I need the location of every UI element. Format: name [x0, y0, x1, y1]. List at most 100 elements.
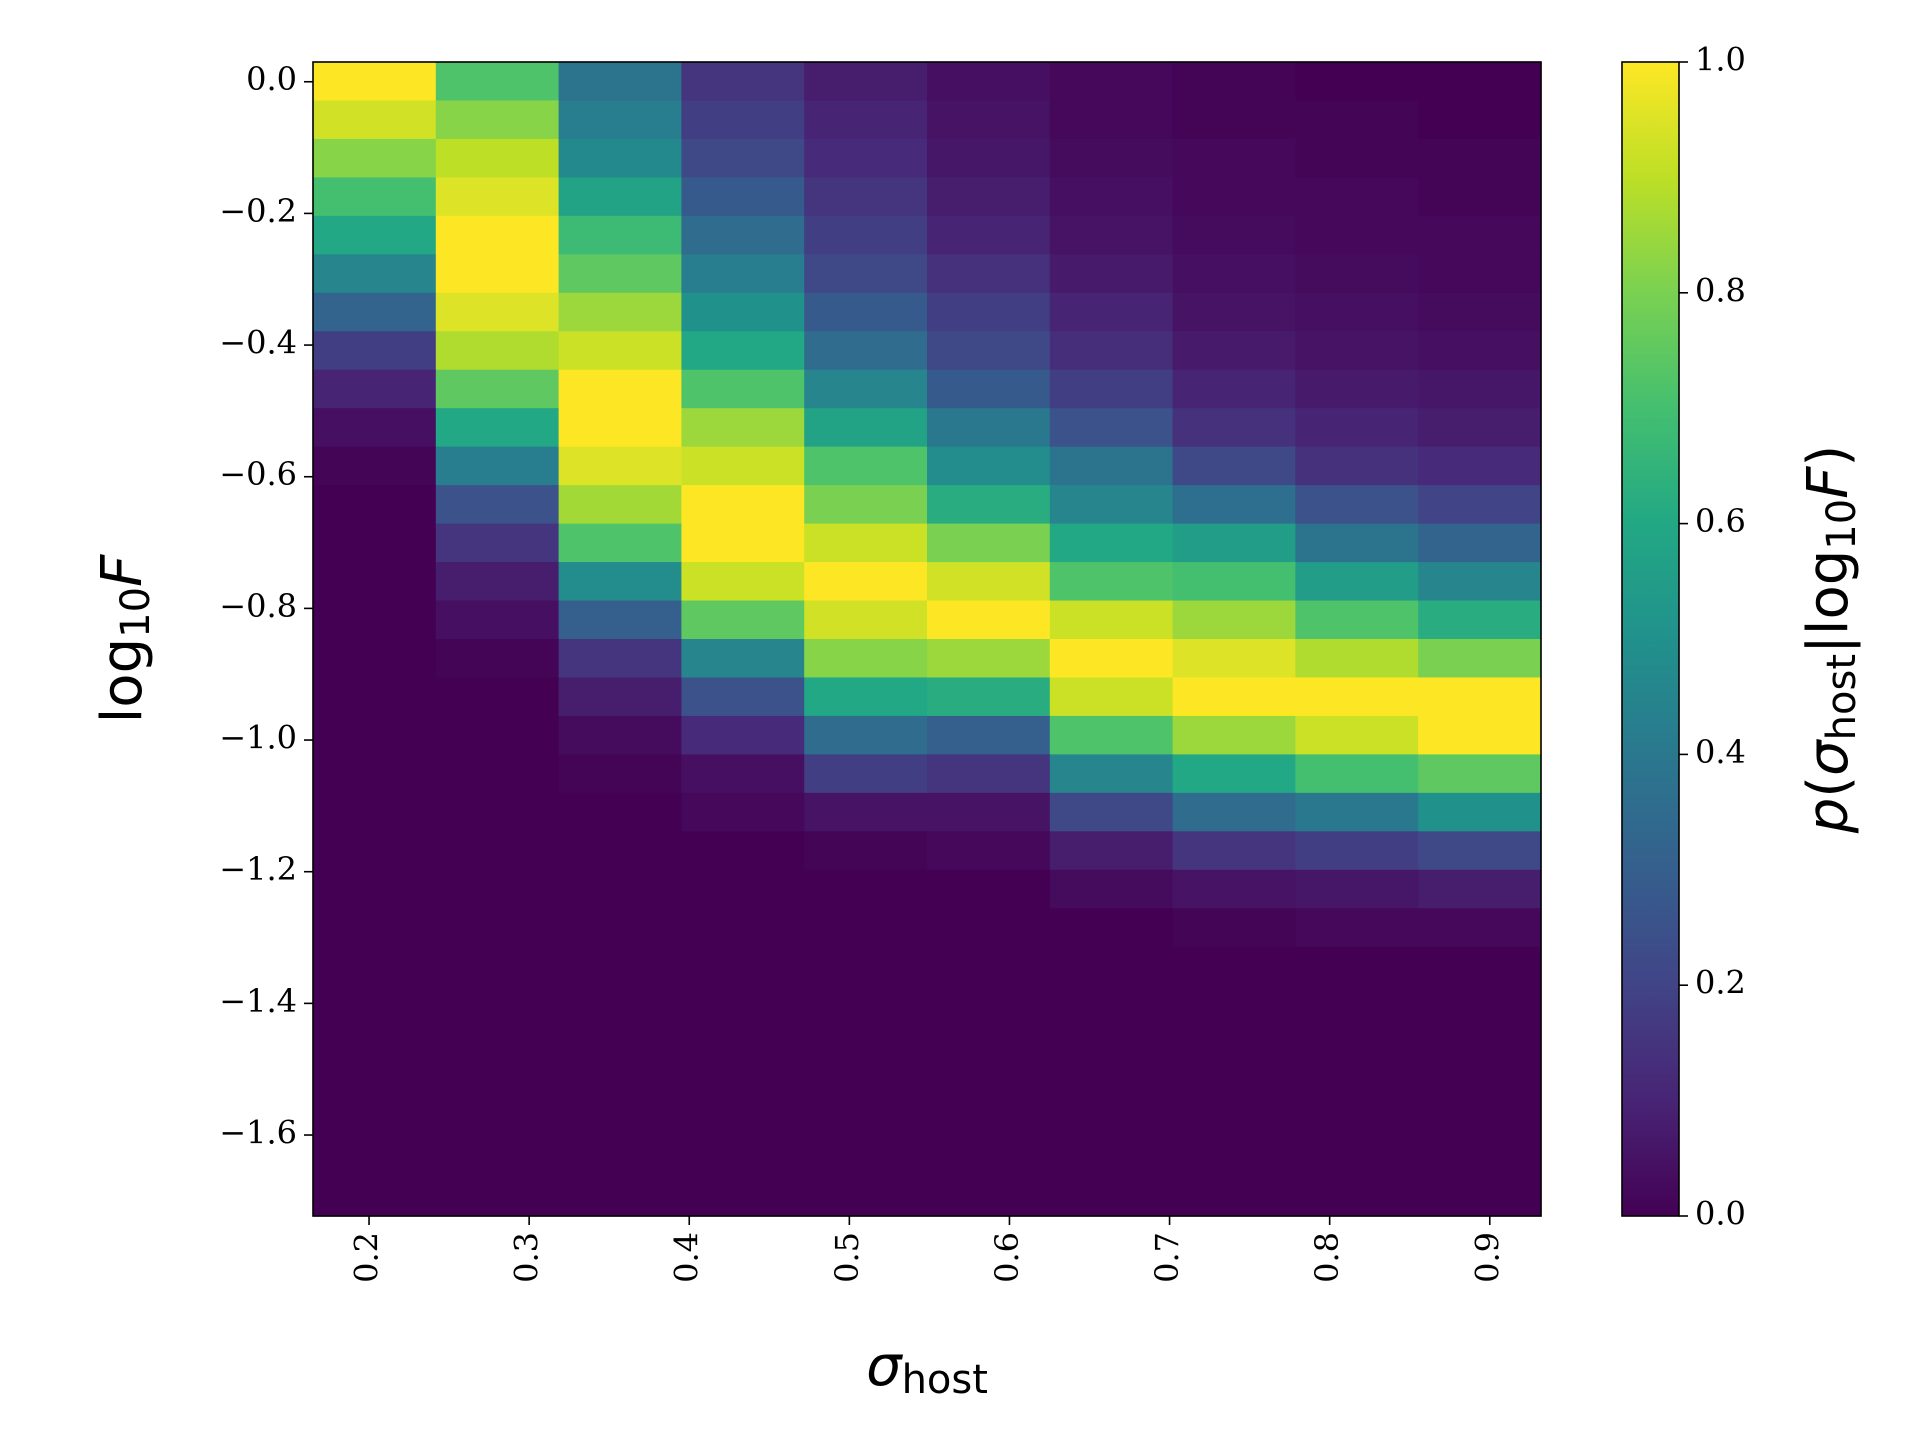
heatmap-cell — [313, 677, 437, 717]
y-tick-label: −1.0 — [219, 719, 297, 757]
heatmap-cell — [804, 62, 928, 102]
heatmap-cell — [1049, 177, 1174, 217]
colorbar-tick-label: 0.8 — [1695, 271, 1746, 309]
heatmap-cell — [804, 1023, 928, 1063]
heatmap-cell — [558, 331, 682, 371]
heatmap-cell — [1049, 754, 1174, 794]
heatmap-cell — [313, 408, 437, 448]
heatmap-cell — [558, 369, 682, 409]
heatmap-cell — [1049, 1100, 1174, 1140]
y-tick-label: −0.4 — [219, 324, 297, 362]
heatmap-cell — [681, 292, 805, 332]
heatmap-cell — [313, 715, 437, 755]
heatmap-cell — [1049, 62, 1174, 102]
heatmap-cell — [1418, 831, 1542, 871]
heatmap-cell — [927, 792, 1051, 832]
heatmap-cell — [1418, 369, 1542, 409]
heatmap-cell — [558, 639, 682, 679]
x-tick-label: 0.3 — [508, 1232, 546, 1283]
heatmap-cell — [927, 523, 1051, 563]
heatmap-cell — [804, 792, 928, 832]
heatmap-cell — [927, 639, 1051, 679]
heatmap-cell — [1172, 215, 1296, 255]
heatmap-cell — [1295, 485, 1419, 525]
x-tick-label: 0.5 — [828, 1232, 866, 1283]
heatmap-cell — [313, 562, 437, 602]
heatmap-cell — [1049, 1177, 1174, 1217]
heatmap-cell — [558, 1023, 682, 1063]
heatmap-cell — [804, 677, 928, 717]
heatmap-cell — [804, 485, 928, 525]
heatmap-cell — [1172, 523, 1296, 563]
heatmap-cell — [558, 1062, 682, 1102]
heatmap-cell — [681, 1062, 805, 1102]
heatmap-cell — [1172, 485, 1296, 525]
heatmap-cell — [558, 1139, 682, 1179]
heatmap-cell — [681, 177, 805, 217]
heatmap-cell — [558, 754, 682, 794]
heatmap-cell — [681, 715, 805, 755]
heatmap-cell — [1418, 1062, 1542, 1102]
heatmap-cell — [1049, 254, 1174, 294]
heatmap-cell — [927, 292, 1051, 332]
y-tick-label: 0.0 — [246, 60, 297, 98]
heatmap-cell — [435, 446, 560, 486]
heatmap-cell — [558, 908, 682, 948]
y-axis-label: log10F — [90, 554, 159, 723]
heatmap-cell — [1418, 254, 1542, 294]
heatmap-cell — [1049, 446, 1174, 486]
heatmap-cell — [681, 1139, 805, 1179]
heatmap-cell — [1049, 985, 1174, 1025]
heatmap-cell — [1172, 754, 1296, 794]
heatmap-cell — [435, 946, 560, 986]
heatmap-cell — [1049, 908, 1174, 948]
heatmap-cell — [558, 177, 682, 217]
heatmap-cell — [681, 254, 805, 294]
heatmap-cell — [1418, 523, 1542, 563]
colorbar-label-part: ) — [1796, 445, 1861, 467]
heatmap-cell — [435, 254, 560, 294]
y-tick-label: −0.2 — [219, 192, 297, 230]
heatmap-cell — [1418, 792, 1542, 832]
heatmap-cell — [1418, 1139, 1542, 1179]
heatmap-cell — [558, 715, 682, 755]
heatmap-cell — [1172, 908, 1296, 948]
heatmap-cell — [927, 369, 1051, 409]
heatmap-cell — [313, 1177, 437, 1217]
heatmap-cell — [1049, 523, 1174, 563]
y-axis-label-part: log — [90, 638, 155, 723]
heatmap-cell — [1418, 715, 1542, 755]
heatmap-cell — [1049, 369, 1174, 409]
heatmap-cell — [1049, 831, 1174, 871]
heatmap-cell — [435, 62, 560, 102]
heatmap-cell — [558, 792, 682, 832]
x-tick-label: 0.8 — [1308, 1232, 1346, 1283]
heatmap-cell — [804, 831, 928, 871]
heatmap-cell — [681, 331, 805, 371]
colorbar-tick-label: 1.0 — [1695, 41, 1746, 79]
heatmap-cell — [927, 1177, 1051, 1217]
heatmap-cell — [1172, 100, 1296, 140]
heatmap-cell — [1418, 62, 1542, 102]
heatmap-cell — [558, 869, 682, 909]
heatmap-cell — [435, 1100, 560, 1140]
heatmap-cell — [435, 138, 560, 178]
heatmap-cell — [1049, 639, 1174, 679]
heatmap-cell — [1049, 292, 1174, 332]
heatmap-cell — [1049, 100, 1174, 140]
heatmap-cell — [1049, 715, 1174, 755]
heatmap-cell — [1418, 985, 1542, 1025]
heatmap-cell — [313, 1100, 437, 1140]
heatmap-cell — [681, 946, 805, 986]
heatmap-cell — [804, 985, 928, 1025]
heatmap-cell — [1295, 677, 1419, 717]
heatmap-cell — [558, 485, 682, 525]
heatmap-cell — [1418, 1023, 1542, 1063]
heatmap-cell — [1418, 562, 1542, 602]
heatmap-cell — [681, 985, 805, 1025]
heatmap-cell — [681, 215, 805, 255]
heatmap-cell — [313, 1023, 437, 1063]
heatmap-cell — [435, 600, 560, 640]
heatmap-cell — [313, 946, 437, 986]
heatmap-cell — [681, 485, 805, 525]
